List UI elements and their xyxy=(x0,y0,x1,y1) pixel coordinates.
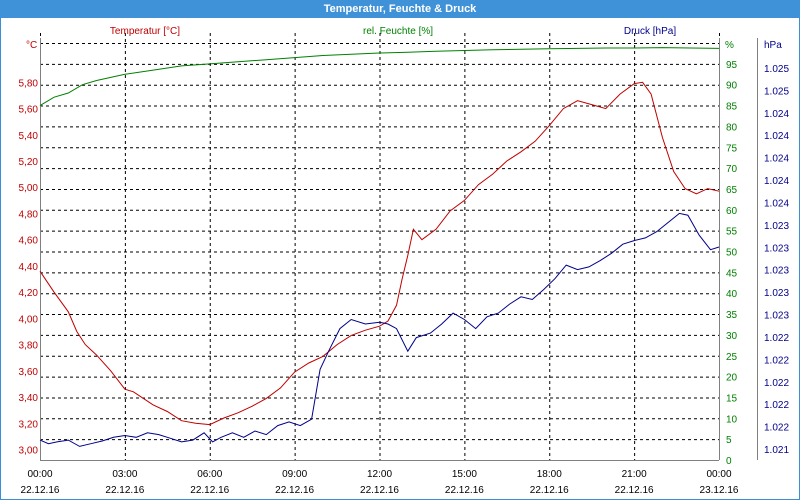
x-tick-date-label: 22.12.16 xyxy=(21,485,60,496)
pressure-tick-label: 1.023 xyxy=(764,221,789,232)
temperature-tick-label: 4,40 xyxy=(19,262,39,273)
pressure-tick-label: 1.022 xyxy=(764,333,789,344)
pressure-tick-label: 1.023 xyxy=(764,311,789,322)
humidity-tick-label: 95 xyxy=(726,60,738,71)
temperature-tick-label: 3,00 xyxy=(19,446,39,457)
x-tick-date-label: 23.12.16 xyxy=(700,485,739,496)
x-tick-time-label: 18:00 xyxy=(537,469,562,480)
humidity-series-header: rel. Feuchte [%] xyxy=(363,26,433,37)
x-tick-date-label: 22.12.16 xyxy=(530,485,569,496)
humidity-tick-label: 25 xyxy=(726,352,738,363)
temperature-tick-label: 4,20 xyxy=(19,288,39,299)
x-tick-date-label: 22.12.16 xyxy=(275,485,314,496)
x-tick-date-label: 22.12.16 xyxy=(615,485,654,496)
temperature-unit-label: °C xyxy=(26,40,37,51)
x-tick-date-label: 22.12.16 xyxy=(105,485,144,496)
pressure-tick-label: 1.022 xyxy=(764,378,789,389)
temperature-tick-label: 4,00 xyxy=(19,314,39,325)
pressure-unit-label: hPa xyxy=(764,40,782,51)
temperature-tick-label: 5,80 xyxy=(19,78,39,89)
x-tick-time-label: 21:00 xyxy=(622,469,647,480)
x-tick-time-label: 15:00 xyxy=(452,469,477,480)
temperature-tick-label: 5,00 xyxy=(19,183,39,194)
temperature-tick-label: 5,40 xyxy=(19,131,39,142)
pressure-tick-label: 1.025 xyxy=(764,64,789,75)
humidity-tick-label: 85 xyxy=(726,102,738,113)
humidity-tick-label: 10 xyxy=(726,414,738,425)
temperature-series-header: Temperatur [°C] xyxy=(110,26,180,37)
chart-labels: Temperatur [°C] rel. Feuchte [%] Druck [hP… xyxy=(19,26,790,496)
humidity-tick-label: 45 xyxy=(726,268,738,279)
x-tick-date-label: 22.12.16 xyxy=(360,485,399,496)
humidity-tick-label: 5 xyxy=(726,435,732,446)
x-tick-date-label: 22.12.16 xyxy=(445,485,484,496)
x-tick-time-label: 00:00 xyxy=(706,469,731,480)
x-tick-time-label: 09:00 xyxy=(282,469,307,480)
pressure-tick-label: 1.024 xyxy=(764,131,789,142)
temperature-tick-label: 3,40 xyxy=(19,393,39,404)
temperature-tick-label: 4,80 xyxy=(19,209,39,220)
pressure-tick-label: 1.024 xyxy=(764,198,789,209)
pressure-tick-label: 1.022 xyxy=(764,355,789,366)
humidity-tick-label: 60 xyxy=(726,206,738,217)
chart-series xyxy=(39,47,720,447)
pressure-tick-label: 1.023 xyxy=(764,243,789,254)
humidity-tick-label: 70 xyxy=(726,164,738,175)
humidity-tick-label: 0 xyxy=(726,456,732,467)
x-tick-time-label: 12:00 xyxy=(367,469,392,480)
temperature-tick-label: 4,60 xyxy=(19,236,39,247)
humidity-tick-label: 50 xyxy=(726,248,738,259)
humidity-tick-label: 80 xyxy=(726,122,738,133)
humidity-tick-label: 65 xyxy=(726,185,738,196)
temperature-tick-label: 3,80 xyxy=(19,341,39,352)
humidity-tick-label: 15 xyxy=(726,393,738,404)
pressure-tick-label: 1.021 xyxy=(764,445,789,456)
x-tick-time-label: 00:00 xyxy=(27,469,52,480)
chart-axes xyxy=(40,38,758,461)
pressure-tick-label: 1.022 xyxy=(764,423,789,434)
pressure-tick-label: 1.024 xyxy=(764,176,789,187)
pressure-tick-label: 1.024 xyxy=(764,109,789,120)
humidity-series-line xyxy=(39,47,720,107)
humidity-tick-label: 35 xyxy=(726,310,738,321)
pressure-tick-label: 1.023 xyxy=(764,288,789,299)
pressure-tick-label: 1.024 xyxy=(764,154,789,165)
pressure-tick-label: 1.023 xyxy=(764,266,789,277)
humidity-unit-label: % xyxy=(725,40,734,51)
temperature-tick-label: 5,60 xyxy=(19,105,39,116)
humidity-tick-label: 40 xyxy=(726,289,738,300)
temperature-tick-label: 5,20 xyxy=(19,157,39,168)
x-tick-time-label: 06:00 xyxy=(197,469,222,480)
temperature-series-line xyxy=(39,81,720,426)
temperature-tick-label: 3,60 xyxy=(19,367,39,378)
humidity-tick-label: 90 xyxy=(726,81,738,92)
x-tick-time-label: 03:00 xyxy=(112,469,137,480)
x-tick-date-label: 22.12.16 xyxy=(190,485,229,496)
temperature-tick-label: 3,20 xyxy=(19,419,39,430)
window-title: Temperatur, Feuchte & Druck xyxy=(0,0,800,18)
pressure-tick-label: 1.025 xyxy=(764,86,789,97)
humidity-tick-label: 75 xyxy=(726,143,738,154)
humidity-tick-label: 55 xyxy=(726,227,738,238)
pressure-series-header: Druck [hPa] xyxy=(624,26,676,37)
pressure-tick-label: 1.022 xyxy=(764,400,789,411)
humidity-tick-label: 30 xyxy=(726,331,738,342)
pressure-series-line xyxy=(39,212,720,447)
humidity-tick-label: 20 xyxy=(726,373,738,384)
